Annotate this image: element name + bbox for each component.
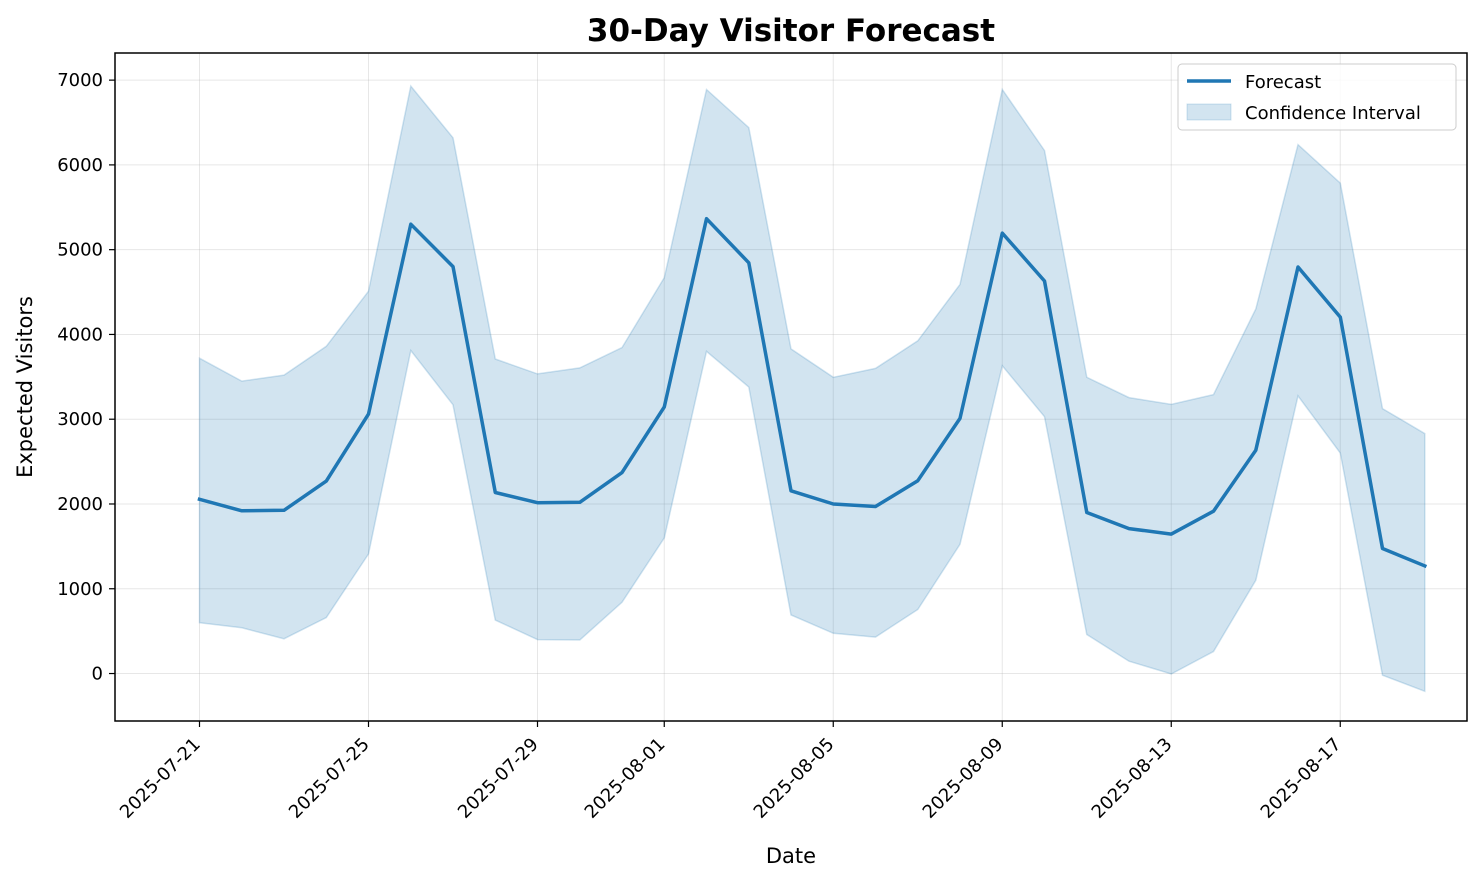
forecast-point (409, 222, 413, 226)
forecast-point (1000, 231, 1004, 235)
forecast-point (1296, 265, 1300, 269)
x-axis-title: Date (766, 844, 816, 868)
forecast-point (1381, 547, 1385, 551)
forecast-line (197, 216, 1428, 569)
forecast-point (874, 505, 878, 509)
line-layer (197, 216, 1428, 569)
legend-box (1177, 63, 1457, 131)
forecast-point (282, 508, 286, 512)
forecast-point (831, 502, 835, 506)
y-tick-label: 1000 (57, 579, 103, 600)
forecast-point (705, 217, 709, 221)
y-tick-label: 2000 (57, 494, 103, 515)
forecast-point (1423, 564, 1427, 568)
y-axis-title: Expected Visitors (13, 296, 37, 478)
forecast-point (958, 416, 962, 420)
y-tick-label: 4000 (57, 324, 103, 345)
forecast-point (1127, 527, 1131, 531)
forecast-point (578, 500, 582, 504)
forecast-point (1338, 315, 1342, 319)
y-tick-label: 5000 (57, 240, 103, 261)
confidence-band (198, 84, 1426, 693)
legend-label-confidence: Confidence Interval (1245, 103, 1421, 124)
band-layer (198, 84, 1426, 693)
forecast-point (789, 489, 793, 493)
forecast-point (1254, 448, 1258, 452)
legend: Forecast Confidence Interval (1177, 63, 1457, 131)
forecast-point (240, 509, 244, 513)
forecast-point (662, 405, 666, 409)
forecast-point (367, 412, 371, 416)
legend-label-forecast: Forecast (1245, 72, 1321, 93)
forecast-point (620, 471, 624, 475)
y-tick-label: 7000 (57, 70, 103, 91)
plot-frame (114, 52, 1468, 722)
forecast-point (536, 501, 540, 505)
forecast-point (1085, 511, 1089, 515)
forecast-point (1043, 279, 1047, 283)
forecast-point (198, 497, 202, 501)
forecast-point (916, 479, 920, 483)
y-tick-label: 0 (92, 664, 103, 685)
forecast-point (324, 479, 328, 483)
forecast-point (451, 265, 455, 269)
forecast-point (747, 261, 751, 265)
y-tick-label: 3000 (57, 409, 103, 430)
legend-band-swatch (1186, 103, 1232, 121)
forecast-point (1212, 509, 1216, 513)
forecast-point (493, 491, 497, 495)
chart-title: 30-Day Visitor Forecast (587, 13, 995, 49)
forecast-point (1169, 532, 1173, 536)
y-tick-label: 6000 (57, 155, 103, 176)
grid-layer (115, 53, 1467, 721)
